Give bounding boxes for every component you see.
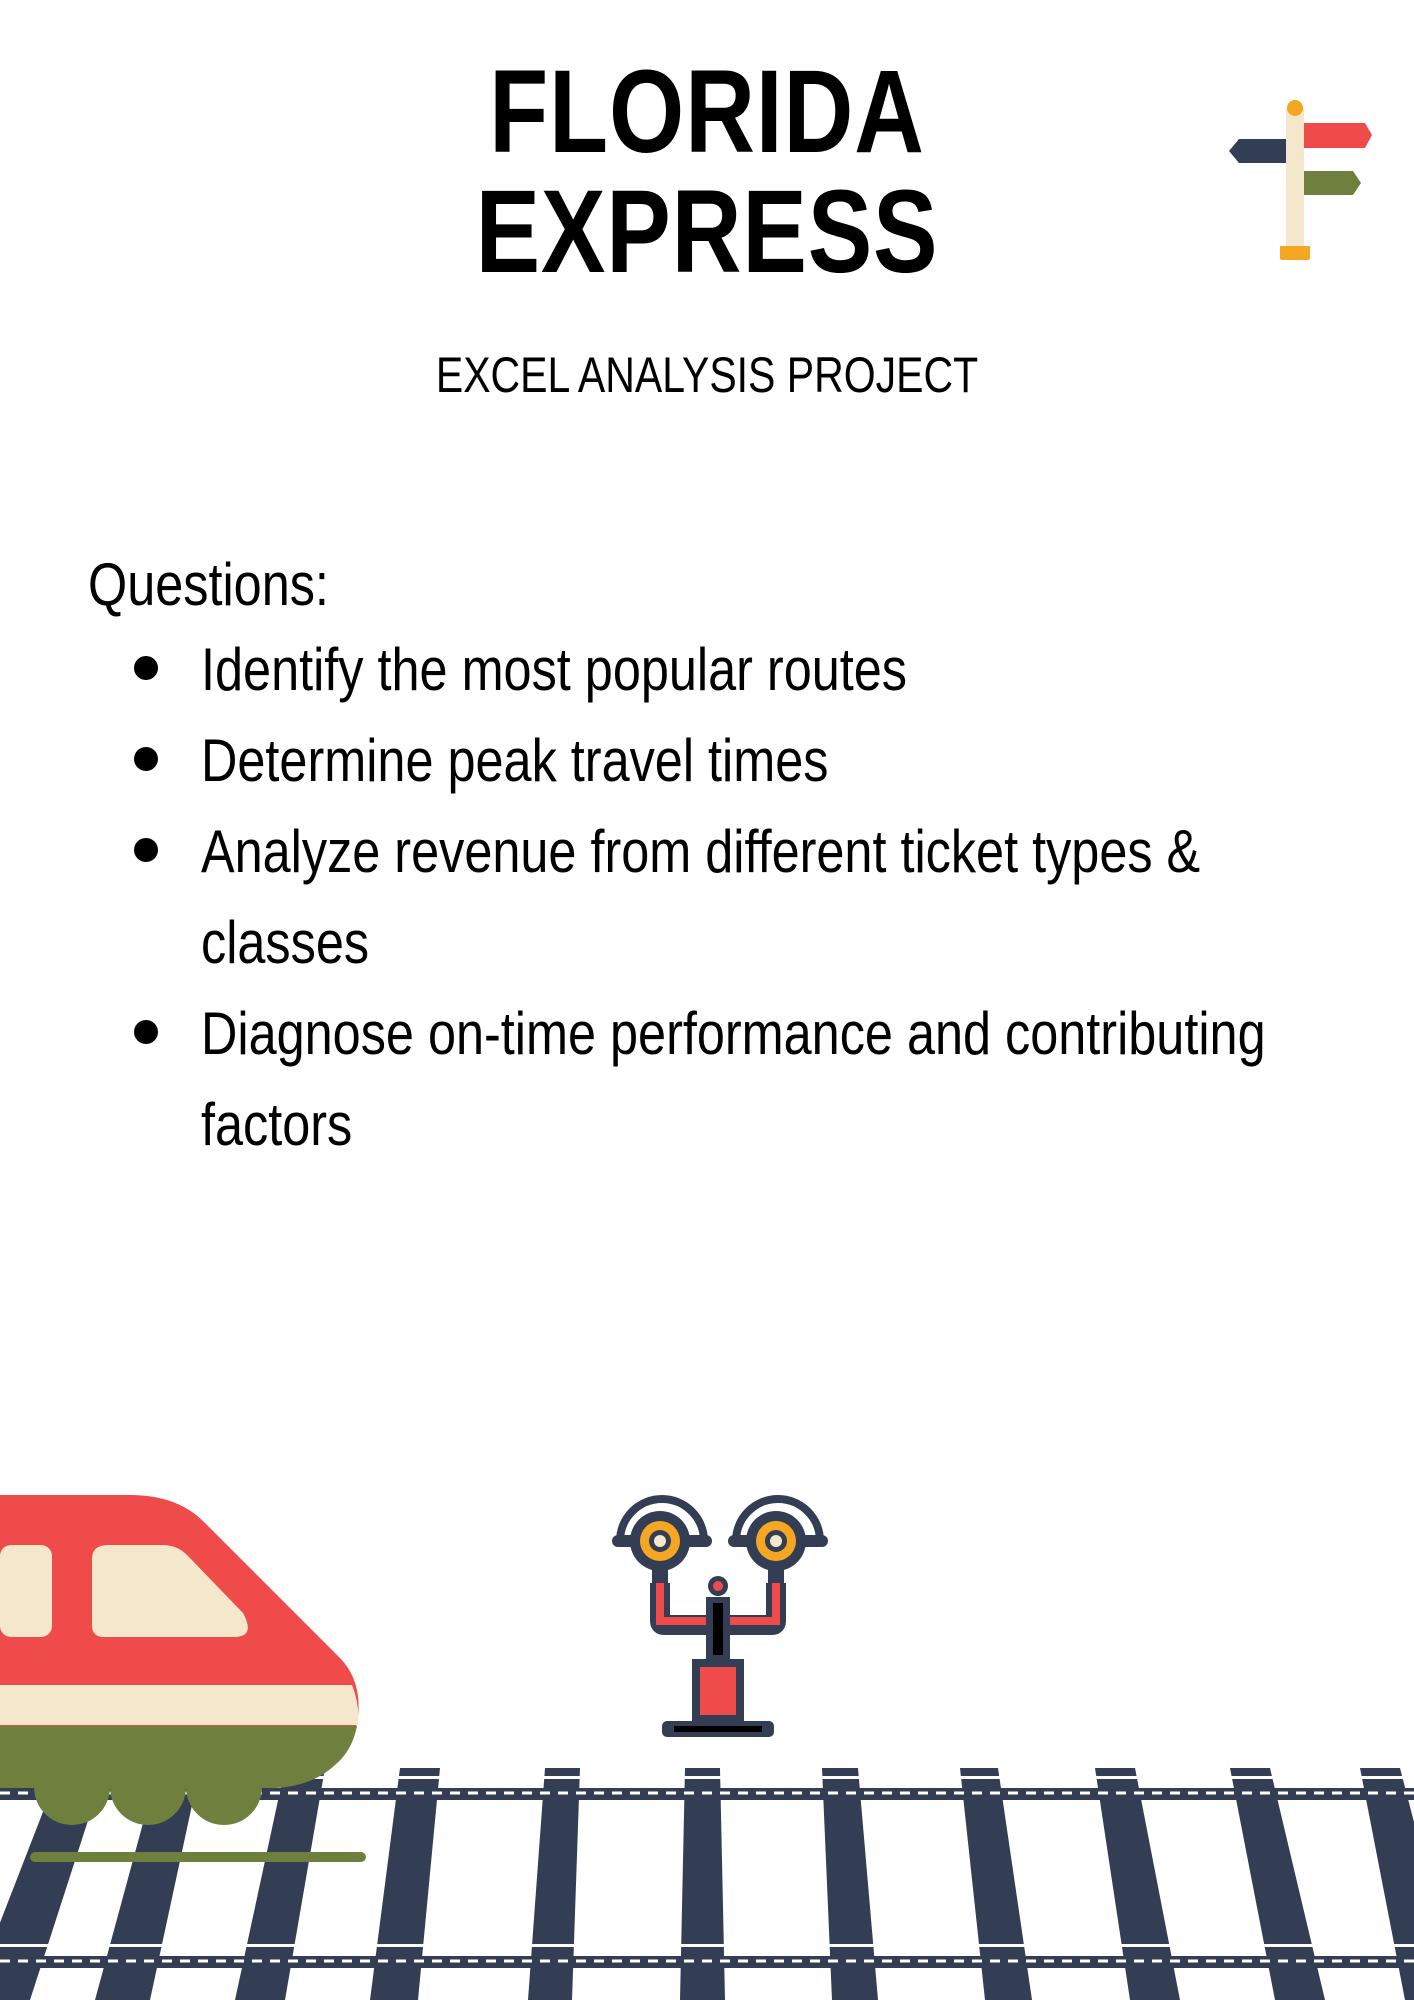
question-text: Identify the most popular routes	[201, 636, 907, 703]
question-text-continued: classes	[201, 909, 370, 976]
railway-signal-icon	[612, 1495, 828, 1737]
bullet-icon	[134, 838, 158, 862]
question-text-continued: factors	[201, 1091, 353, 1158]
question-text: Determine peak travel times	[201, 727, 829, 794]
railway-tracks	[0, 1768, 1414, 2000]
signpost-icon	[1229, 100, 1372, 260]
page-title: FLORIDA EXPRESS	[127, 52, 1286, 292]
page-subtitle: EXCEL ANALYSIS PROJECT	[435, 347, 979, 403]
bullet-icon	[134, 1020, 158, 1044]
bullet-icon	[134, 747, 158, 771]
questions-heading: Questions:	[88, 551, 329, 618]
title-line-2: EXPRESS	[475, 166, 939, 298]
question-text: Diagnose on-time performance and contrib…	[201, 1000, 1266, 1067]
title-line-1: FLORIDA	[489, 46, 925, 178]
train-icon	[0, 1495, 366, 1862]
bullet-icon	[134, 656, 158, 680]
question-text: Analyze revenue from different ticket ty…	[201, 818, 1201, 885]
